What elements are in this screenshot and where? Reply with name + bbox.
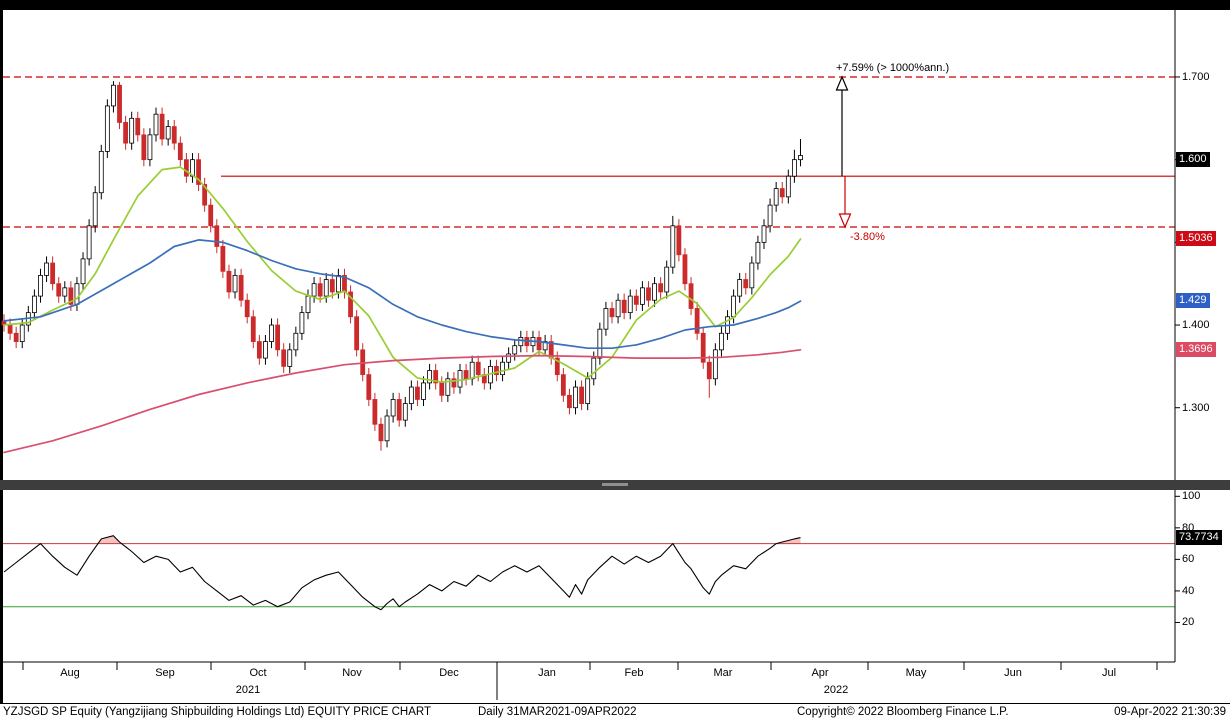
month-label: Apr xyxy=(811,667,829,679)
month-label: Dec xyxy=(439,667,459,679)
month-label: Feb xyxy=(624,667,644,679)
copyright-text: Copyright© 2022 Bloomberg Finance L.P. xyxy=(797,706,1009,718)
chart-title: YZJSGD SP Equity (Yangzijiang Shipbuildi… xyxy=(3,706,432,718)
month-label: Sep xyxy=(155,667,175,679)
separator-drag-handle[interactable] xyxy=(602,483,628,486)
chart-date-range: Daily 31MAR2021-09APR2022 xyxy=(478,706,637,718)
ma-value-badge: 1.3696 xyxy=(1176,342,1216,358)
rsi-axis-label: 60 xyxy=(1182,553,1195,566)
last-price-badge: 1.600 xyxy=(1176,151,1210,167)
ma-value-badge: 1.5036 xyxy=(1176,231,1216,247)
timestamp: 09-Apr-2022 21:30:39 xyxy=(1114,706,1226,718)
price-axis-label: 1.400 xyxy=(1182,319,1210,332)
panel-separator[interactable] xyxy=(0,480,1230,490)
status-bar: YZJSGD SP Equity (Yangzijiang Shipbuildi… xyxy=(0,703,1230,722)
price-axis-label: 1.300 xyxy=(1182,401,1210,414)
downside-annotation-label: -3.80% xyxy=(850,231,885,243)
month-label: Oct xyxy=(249,667,267,679)
rsi-axis-label: 40 xyxy=(1182,584,1195,597)
ma-value-badge: 1.429 xyxy=(1176,293,1210,309)
month-label: Aug xyxy=(60,667,80,679)
month-label: Jun xyxy=(1004,667,1022,679)
rsi-axis-label: 100 xyxy=(1182,490,1201,503)
month-label: Mar xyxy=(713,667,733,679)
year-label: 2022 xyxy=(823,684,849,696)
price-chart-panel xyxy=(3,10,1230,480)
month-label: May xyxy=(905,667,927,679)
upside-annotation-label: +7.59% (> 1000%ann.) xyxy=(836,62,950,74)
time-axis-area xyxy=(3,662,1230,703)
rsi-axis-label: 20 xyxy=(1182,616,1195,629)
price-axis-label: 1.700 xyxy=(1182,70,1210,83)
year-label: 2021 xyxy=(235,684,261,696)
month-label: Nov xyxy=(342,667,362,679)
rsi-indicator-panel xyxy=(3,490,1230,662)
month-label: Jul xyxy=(1101,667,1117,679)
month-label: Jan xyxy=(538,667,556,679)
rsi-value-badge: 73.7734 xyxy=(1176,529,1222,545)
